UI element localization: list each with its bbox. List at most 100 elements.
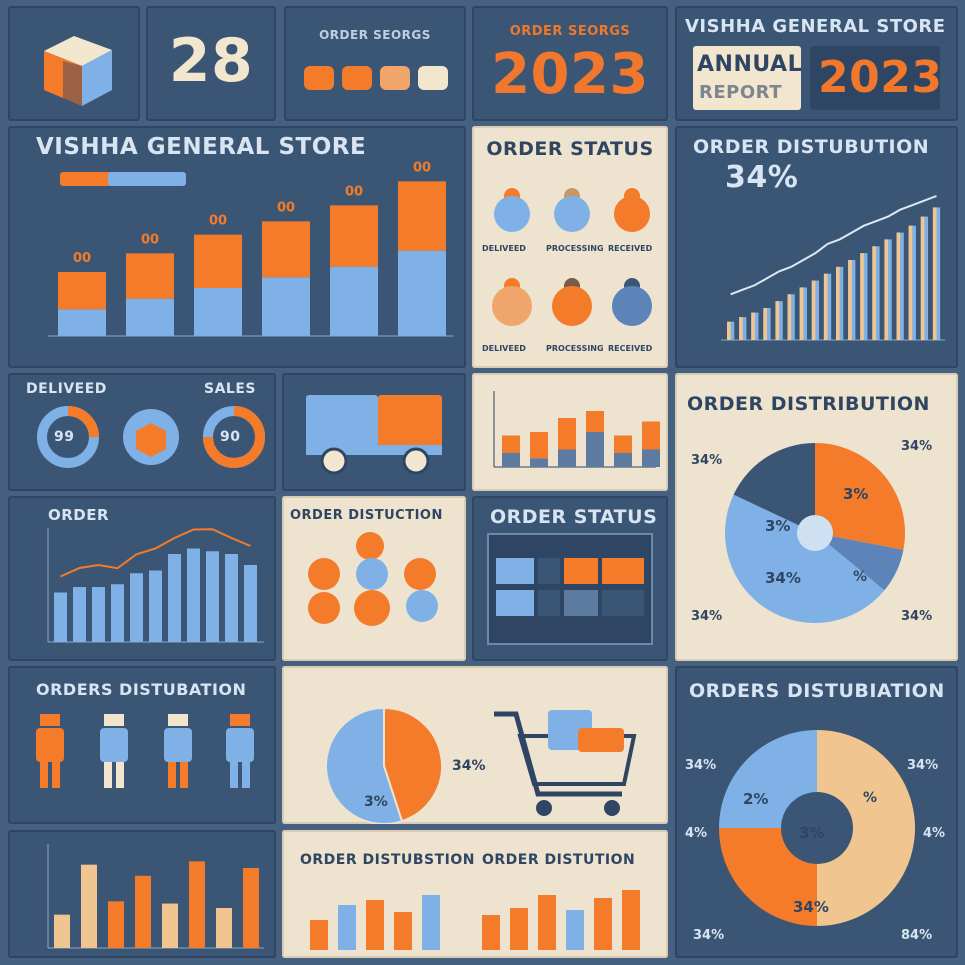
bar xyxy=(206,551,219,642)
cart-icon xyxy=(494,710,637,816)
bar xyxy=(162,903,178,948)
donut-label: 3% xyxy=(799,824,825,842)
bar xyxy=(614,435,632,453)
delivered-label: DELIVEED xyxy=(26,381,107,397)
bar xyxy=(54,592,67,642)
bar xyxy=(243,868,259,948)
pie-label: 34% xyxy=(691,453,723,468)
status-label: DELIVEED xyxy=(482,344,526,353)
bar xyxy=(482,915,500,950)
box-icon xyxy=(44,36,112,106)
orders-dist-right-title: ORDERS DISTUBIATION xyxy=(689,680,945,702)
order-distribution-pie xyxy=(724,443,905,624)
bar xyxy=(642,421,660,450)
person-icon xyxy=(164,714,192,788)
bar-highlight xyxy=(896,232,901,340)
bottom-dist-tile: ORDER DISTUBSTION ORDER DISTUTION xyxy=(282,830,668,958)
orders-donut-chart xyxy=(719,730,915,926)
store-chart-title: VISHHA GENERAL STORE xyxy=(36,134,367,160)
bar xyxy=(130,573,143,642)
bar xyxy=(860,253,868,340)
bar-highlight xyxy=(872,246,876,340)
status-label: PROCESSING xyxy=(546,244,604,253)
orders-people-tile: ORDERS DISTUBATION xyxy=(8,666,276,824)
bar xyxy=(244,565,257,642)
bar xyxy=(530,458,548,467)
bar-highlight xyxy=(884,239,889,340)
status-grid xyxy=(487,533,653,645)
bar-highlight xyxy=(860,253,864,340)
bar-highlight xyxy=(739,317,743,340)
bar xyxy=(586,432,604,467)
order-dist-bar-chart xyxy=(721,195,945,341)
annual-label: ANNUAL xyxy=(697,52,803,77)
annual-year-card: 2023 xyxy=(810,46,942,110)
bar xyxy=(558,418,576,450)
bar xyxy=(73,587,86,642)
delivered-sales-tile: DELIVEED SALES 99 90 xyxy=(8,373,276,491)
order-status-tile: ORDER STATUS DELIVEED PROCESSING RECEIVE… xyxy=(472,126,668,368)
bar-highlight xyxy=(787,294,792,340)
people-icons xyxy=(36,714,254,788)
pie-slice xyxy=(815,533,904,591)
truck-icon xyxy=(306,395,442,475)
store-name-header: VISHHA GENERAL STORE xyxy=(685,16,946,37)
logo-tile xyxy=(8,6,140,121)
pie-label: 34% xyxy=(691,609,723,624)
order-series-label: ORDER SEORGS xyxy=(319,28,431,42)
progress-rings xyxy=(37,406,265,468)
bar xyxy=(126,298,174,336)
bar xyxy=(538,895,556,950)
donut-label: 34% xyxy=(693,928,725,943)
pin-icon xyxy=(614,188,650,232)
bar xyxy=(262,221,310,278)
pie-label: % xyxy=(853,569,868,585)
order-year-value: 2023 xyxy=(491,42,649,107)
bar xyxy=(310,920,328,950)
bar-highlight xyxy=(932,207,937,340)
store-bar-chart: 00 00 00 00 00 00 xyxy=(48,160,453,337)
donut-label: % xyxy=(863,790,878,806)
bottom-bar-chart xyxy=(47,844,264,949)
donut-slice xyxy=(817,730,915,926)
bar xyxy=(622,890,640,950)
status-dots xyxy=(308,532,438,626)
bar xyxy=(262,277,310,336)
donut-label: 34% xyxy=(685,758,717,773)
report-label: REPORT xyxy=(699,82,782,103)
order-dist-percent: 34% xyxy=(725,160,799,195)
data-label: 00 xyxy=(345,184,363,199)
order-distribution-pie-title: ORDER DISTRIBUTION xyxy=(687,393,930,415)
pie-label: 3% xyxy=(843,485,869,503)
pin-icon xyxy=(492,278,532,326)
bar xyxy=(394,912,412,950)
status-label: RECEIVED xyxy=(608,344,653,353)
status-label: PROCESSING xyxy=(546,344,604,353)
bottom-dist-chart-a xyxy=(310,895,440,950)
small-pie-chart xyxy=(325,706,443,824)
bar xyxy=(366,900,384,950)
status-label: RECEIVED xyxy=(608,244,653,253)
donut-label: 34% xyxy=(907,758,939,773)
bar xyxy=(502,453,520,467)
status-pins xyxy=(492,188,652,326)
order-dist-title: ORDER DISTUBUTION xyxy=(693,136,930,158)
bar-highlight xyxy=(763,308,767,340)
pie-slice xyxy=(325,706,404,824)
bar-highlight xyxy=(727,321,731,340)
bar xyxy=(225,554,238,642)
order-bar-chart xyxy=(47,528,264,643)
order-bar-title: ORDER xyxy=(48,506,110,524)
bar-highlight xyxy=(823,273,828,340)
bar xyxy=(872,246,880,340)
bar xyxy=(194,288,242,336)
orders-dist-left-title: ORDERS DISTUBATION xyxy=(36,680,247,699)
order-year-label: ORDER SEORGS xyxy=(509,24,631,39)
bar xyxy=(642,449,660,467)
bar xyxy=(135,875,151,948)
pie-slice xyxy=(815,443,905,550)
order-status-title: ORDER STATUS xyxy=(486,138,654,160)
bar xyxy=(189,861,205,948)
bar xyxy=(763,308,771,340)
pie-label: 3% xyxy=(765,517,791,535)
